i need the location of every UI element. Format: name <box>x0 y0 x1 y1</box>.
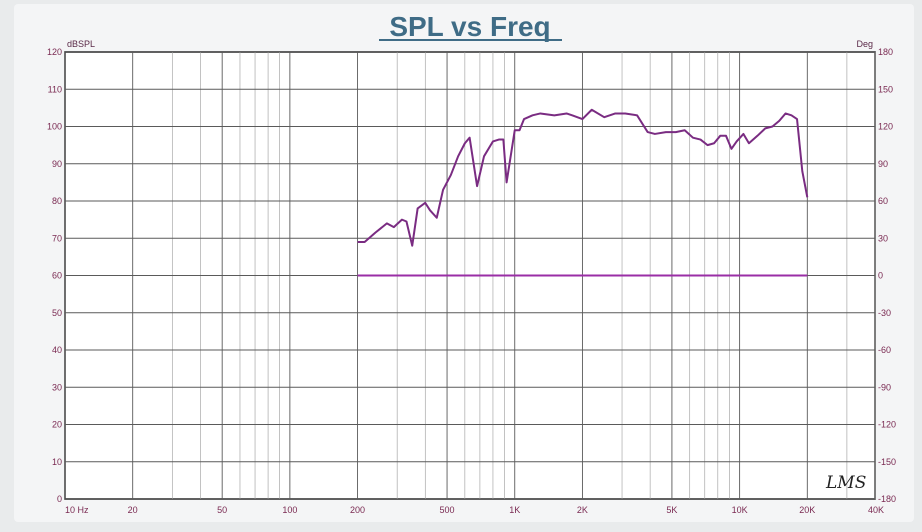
y2-tick-label: -60 <box>878 345 891 355</box>
y2-tick-label: -180 <box>878 494 896 504</box>
x-tick-label: 50 <box>217 505 227 515</box>
y2-tick-label: 150 <box>878 84 893 94</box>
y2-tick-label: -30 <box>878 308 891 318</box>
y-tick-label: 70 <box>52 233 62 243</box>
y-tick-label: 90 <box>52 159 62 169</box>
y-tick-label: 120 <box>47 47 62 57</box>
y-axis-label: dBSPL <box>67 39 95 49</box>
x-tick-label: 20 <box>128 505 138 515</box>
x-tick-label: 20K <box>799 505 815 515</box>
y-tick-label: 0 <box>57 494 62 504</box>
data-series <box>357 108 809 277</box>
y-tick-label: 110 <box>48 84 62 94</box>
y-tick-label: 10 <box>52 457 62 467</box>
y2-tick-label: 0 <box>878 271 883 281</box>
x-tick-label: 40K <box>868 505 884 515</box>
x-tick-label: 2K <box>577 505 588 515</box>
y-tick-label: 100 <box>47 122 62 132</box>
x-tick-label: 100 <box>282 505 297 515</box>
x-tick-label: 10K <box>732 505 748 515</box>
axis-tick-labels: 10 Hz 20 50 100 200 500 1K 2K 5K 10K 20K 40K0102030… <box>47 47 896 515</box>
y-tick-label: 60 <box>52 271 62 281</box>
y2-tick-label: 120 <box>878 122 893 132</box>
lms-logo: LMS <box>825 473 866 493</box>
x-tick-label: 1K <box>509 505 520 515</box>
y2-tick-label: 60 <box>878 196 888 206</box>
y-tick-label: 20 <box>52 420 62 430</box>
x-tick-label: 10 Hz <box>65 505 89 515</box>
y2-tick-label: -120 <box>878 420 896 430</box>
y2-tick-label: 30 <box>878 233 888 243</box>
x-tick-label: 200 <box>350 505 365 515</box>
y2-tick-label: -150 <box>878 457 896 467</box>
x-tick-label: 500 <box>440 505 455 515</box>
spl-series-line <box>357 108 809 247</box>
grid-lines <box>64 52 876 499</box>
y2-tick-label: -90 <box>878 382 891 392</box>
y-tick-label: 30 <box>52 382 62 392</box>
y2-tick-label: 180 <box>878 47 893 57</box>
y2-axis-label: Deg <box>856 39 873 49</box>
y-tick-label: 80 <box>52 196 62 206</box>
chart-title: SPL vs Freq <box>389 11 550 42</box>
x-tick-label: 5K <box>666 505 677 515</box>
y-tick-label: 40 <box>52 345 62 355</box>
y2-tick-label: 90 <box>878 159 888 169</box>
y-tick-label: 50 <box>52 308 62 318</box>
